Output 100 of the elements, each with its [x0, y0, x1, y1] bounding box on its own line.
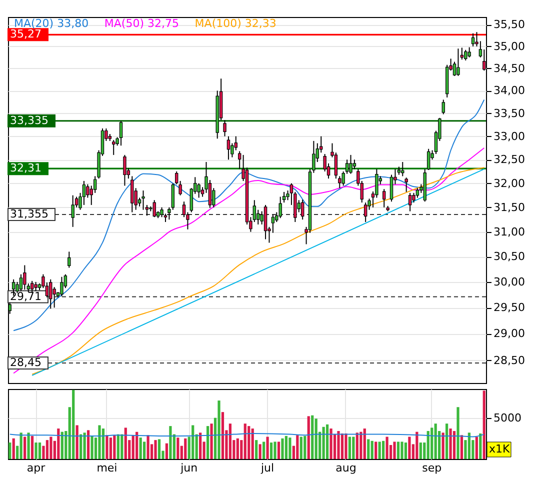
bar	[262, 442, 266, 459]
bar	[360, 432, 362, 459]
bar	[120, 434, 124, 459]
y-tick-label: 30,50	[494, 250, 525, 264]
candlestick	[49, 278, 52, 310]
bar	[83, 432, 86, 459]
candlestick	[412, 192, 416, 204]
text: MA(50) 32,75	[104, 17, 179, 30]
bar	[479, 433, 482, 459]
bar	[416, 432, 418, 459]
bar	[300, 436, 302, 459]
bar	[396, 442, 400, 459]
ref-line-label: 28,45	[10, 356, 42, 369]
candlestick	[300, 199, 304, 220]
bar	[270, 442, 273, 459]
bar	[109, 438, 112, 459]
y-tick-label: 32,50	[494, 153, 525, 166]
candlestick	[382, 188, 386, 208]
candlestick	[123, 154, 126, 186]
candlestick	[264, 204, 268, 240]
y-tick-label: 34,00	[494, 84, 525, 98]
bar	[311, 415, 314, 459]
candlestick	[23, 264, 26, 290]
bar	[352, 436, 355, 459]
y-tick-label: 31,50	[494, 200, 525, 214]
y-tick-label: 28,50	[494, 354, 525, 367]
bar	[452, 431, 456, 459]
candlestick	[142, 190, 145, 210]
x-tick-label: sep	[422, 462, 442, 474]
bar	[60, 432, 64, 459]
bar	[374, 442, 378, 459]
bar	[344, 433, 348, 459]
x-tick-label: apr	[26, 462, 46, 474]
bar	[251, 428, 254, 459]
bar	[176, 438, 180, 459]
candlestick	[145, 204, 149, 216]
candlestick	[175, 170, 178, 185]
bar	[139, 438, 142, 459]
bar	[281, 438, 284, 459]
bar	[206, 426, 210, 459]
bar	[419, 442, 422, 459]
bar	[136, 432, 138, 459]
candlestick	[34, 281, 38, 292]
y-tick-label: 32,00	[494, 176, 525, 190]
bar	[46, 440, 49, 459]
ref-line-label: 32,31	[10, 162, 42, 175]
text: x1K	[489, 442, 511, 456]
y-tick-label: 35,00	[494, 40, 525, 53]
candlestick	[160, 206, 164, 218]
y-tick-label: 29,50	[494, 301, 525, 314]
bar	[430, 428, 434, 459]
bar	[258, 444, 262, 459]
candlestick	[130, 176, 134, 213]
candlestick	[152, 200, 156, 218]
bar	[146, 435, 150, 459]
bar	[482, 390, 486, 459]
ref-line-label: 29,71	[10, 290, 42, 303]
bar	[363, 428, 366, 459]
candlestick	[442, 99, 445, 115]
x-tick-label: aug	[336, 462, 356, 474]
bar	[288, 438, 292, 459]
bar	[20, 432, 22, 459]
x-tick-label: jul	[260, 462, 274, 474]
y-tick-label: 33,50	[494, 106, 525, 120]
bar	[367, 439, 370, 459]
bar	[76, 425, 78, 459]
bar	[307, 416, 310, 459]
bar	[370, 440, 374, 459]
candlestick	[171, 182, 174, 210]
y-tick-label: 33,00	[494, 130, 525, 143]
ref-line-label: 31,355	[10, 207, 48, 220]
bar	[340, 433, 344, 459]
candlestick	[349, 154, 352, 174]
bar	[184, 438, 187, 459]
bar	[255, 440, 258, 459]
bar	[304, 436, 306, 459]
bar	[475, 436, 478, 459]
bar	[165, 443, 168, 459]
bar	[449, 428, 452, 459]
bar	[266, 436, 269, 459]
bar	[236, 438, 239, 459]
candlestick	[464, 49, 468, 61]
candlestick	[178, 180, 182, 196]
candlestick	[404, 177, 408, 192]
candlestick	[119, 120, 123, 146]
y-tick-label: 35,50	[494, 18, 525, 32]
candlestick	[60, 276, 64, 297]
bar	[248, 426, 250, 459]
candlestick	[112, 140, 116, 156]
candlestick	[471, 32, 475, 47]
bar	[244, 424, 246, 459]
bar	[426, 431, 430, 459]
bar	[50, 436, 52, 459]
bar	[400, 442, 404, 459]
bar	[382, 440, 385, 459]
ref-line-label: 35,27	[10, 28, 42, 41]
bar	[27, 432, 30, 459]
candlestick	[68, 251, 71, 268]
bar	[460, 435, 464, 459]
candlestick	[278, 196, 282, 219]
